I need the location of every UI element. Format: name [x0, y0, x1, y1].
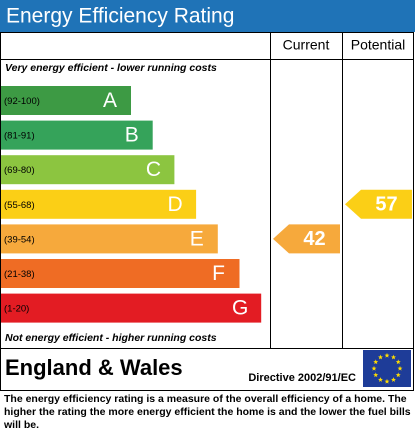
band-letter: F [212, 262, 225, 285]
band-range: (69-80) [4, 165, 35, 176]
footnote: The energy efficiency rating is a measur… [4, 393, 411, 431]
title-bar [0, 0, 415, 32]
eu-star [395, 359, 401, 365]
frame [0, 32, 414, 391]
eu-star [395, 372, 401, 378]
band [1, 189, 197, 219]
eu-stars [371, 352, 403, 384]
band [1, 155, 175, 185]
top-note: Very energy efficient - lower running co… [5, 62, 217, 74]
eu-star [378, 377, 383, 382]
region: England & Wales [5, 355, 183, 380]
column-header: Current [283, 37, 330, 53]
chart-title: Energy Efficiency Rating [6, 5, 234, 28]
eu-star [391, 377, 396, 382]
band-letter: A [103, 89, 117, 112]
eu-star [373, 372, 379, 378]
rating-arrow [273, 224, 340, 254]
eu-star [384, 352, 390, 358]
band-letter: C [146, 158, 161, 181]
rating-value: 42 [303, 228, 325, 250]
band-letter: B [125, 124, 139, 147]
eu-star [391, 354, 396, 360]
band [1, 224, 218, 254]
band-letter: D [168, 193, 183, 216]
column-header: Potential [351, 37, 405, 53]
band-range: (81-91) [4, 131, 35, 142]
eu-star [384, 378, 390, 384]
rating-value: 57 [375, 194, 397, 216]
band-letter: G [232, 297, 248, 320]
band-letter: E [190, 227, 204, 250]
band [1, 86, 131, 115]
band-range: (39-54) [4, 234, 35, 245]
eu-star [371, 365, 377, 371]
directive: Directive 2002/91/EC [248, 372, 356, 384]
eu-star [373, 359, 379, 365]
band-range: (55-68) [4, 200, 35, 211]
bottom-note: Not energy efficient - higher running co… [5, 332, 217, 344]
chart: Energy Efficiency Rating Current Potenti… [0, 0, 415, 391]
rating-arrow [345, 189, 412, 219]
band [1, 120, 153, 150]
band-range: (21-38) [4, 269, 35, 280]
eu-star [378, 354, 383, 360]
eu-star [397, 365, 403, 371]
band [1, 259, 240, 288]
band-range: (92-100) [4, 96, 40, 107]
band [1, 293, 262, 323]
band-range: (1-20) [4, 304, 29, 315]
